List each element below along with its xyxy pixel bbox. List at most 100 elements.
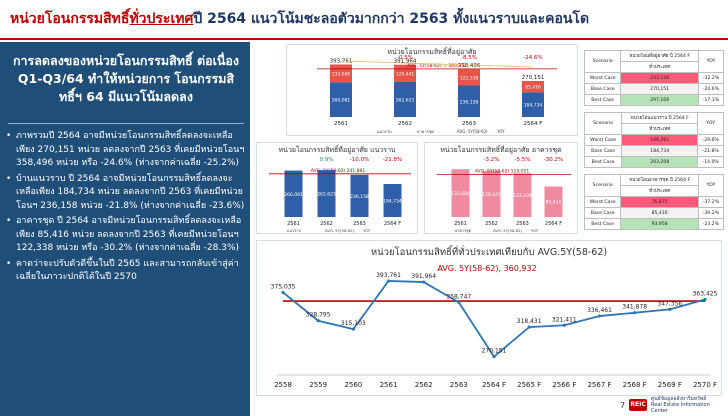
case-name: Best Case (583, 156, 623, 168)
table-row: Worst Case 243,136 -32.2% (583, 72, 725, 84)
data-label: 328,795 (306, 312, 331, 319)
case-yoy: -17.1% (697, 94, 725, 106)
x-tick-label: 2561 (287, 221, 300, 227)
case-value: 85,416 (620, 207, 699, 219)
trend-point (281, 290, 285, 295)
trend-line (282, 280, 706, 359)
case-value: 184,734 (621, 145, 699, 157)
trend-point (597, 314, 602, 318)
trend-point (386, 279, 391, 283)
total-label: 391,964 (394, 59, 417, 65)
trend-point (422, 280, 426, 284)
trend-point (316, 319, 320, 323)
case-name: Base Case (583, 145, 623, 157)
bullet-item: อาคารชุด ปี 2564 อาจมีหน่วยโอนกรรมสิทธิ์… (6, 215, 246, 256)
case-name: Worst Case (583, 72, 622, 84)
table-row: Worst Case 76,875 -37.2% (583, 196, 725, 208)
bar (317, 170, 336, 217)
trend-point (703, 297, 707, 302)
left-headline: การลดลงของหน่วยโอนกรรมสิทธิ์ ต่อเนื่อง Q… (8, 48, 244, 124)
table-header: หน่วยโอนที่อยู่อาศัย ปี 2564 F (620, 50, 699, 62)
x-tick-label: 2562 (320, 221, 333, 227)
chart-title: หน่วยโอนกรรมสิทธิ์ที่อยู่อาศัย อาคารชุด (440, 146, 562, 154)
trend-point (351, 327, 355, 331)
data-label: 341,878 (622, 304, 647, 311)
bullet-item: ภาพรวมปี 2564 อาจมีหน่วยโอนกรรมสิทธิ์ลดล… (6, 130, 246, 171)
bar-condo (458, 69, 480, 86)
case-yoy: -37.2% (697, 196, 725, 208)
reic-logo: REIC (629, 399, 648, 411)
data-label: 393,761 (376, 272, 401, 279)
x-tick-label: 2560 (344, 381, 362, 389)
case-name: Base Case (583, 83, 622, 95)
data-label: 122,338 (513, 193, 532, 199)
scenario-header: Scenario (583, 112, 623, 135)
case-value: 166,261 (621, 134, 699, 146)
scenario-table: Scenario หน่วยโอนอาคารชุด ปี 2564 F YOY ทั่… (583, 174, 725, 230)
x-tick-label: 2563 (353, 221, 366, 227)
x-tick-label: 2561 (454, 221, 467, 227)
x-tick-label: 2562 (398, 121, 412, 127)
table-header: หน่วยโอนแนวราบ ปี 2564 F (621, 112, 699, 124)
case-value: 270,151 (620, 83, 699, 95)
data-label: 184,734 (383, 199, 402, 205)
data-label: 315,103 (341, 320, 366, 327)
case-name: Best Case (583, 94, 622, 106)
bar-lowrise (394, 81, 416, 117)
yoy-label: -5.5% (515, 157, 531, 163)
data-label: 318,431 (517, 318, 542, 325)
case-value: 297,166 (620, 94, 699, 106)
legend-entry: YOY (531, 228, 539, 233)
legend-entry: อาคารชุด (455, 228, 472, 234)
chart-trend: หน่วยโอนกรรมสิทธิ์ที่ทั่วประเทศเทียบกับ … (256, 240, 722, 396)
total-label: 270,151 (522, 75, 545, 81)
scenario-table: Scenario หน่วยโอนแนวราบ ปี 2564 F YOY ทั่วป… (583, 112, 724, 168)
data-label: 85,416 (546, 200, 562, 206)
x-tick-label: 2570 F (693, 381, 717, 389)
trend-point (527, 325, 531, 329)
case-value: 243,136 (620, 72, 699, 84)
case-yoy: -32.2% (697, 72, 725, 84)
data-label: 270,151 (482, 348, 507, 355)
yoy-header: YOY (697, 50, 725, 73)
data-label: 129,441 (396, 71, 415, 77)
legend-entry: AVG. 5Y(58-62) (457, 129, 488, 134)
case-value: 93,958 (620, 218, 699, 230)
x-tick-label: 2565 F (517, 381, 541, 389)
scenario-header: Scenario (583, 50, 622, 73)
bar (383, 184, 402, 217)
x-tick-label: 2564 F (384, 221, 401, 227)
data-label: 262,623 (317, 192, 336, 198)
chart-title: หน่วยโอนกรรมสิทธิ์ที่อยู่อาศัย แนวราบ (278, 146, 396, 154)
data-label: 336,461 (587, 307, 612, 314)
bar-lowrise (330, 82, 352, 117)
case-value: 203,208 (621, 156, 699, 168)
x-tick-label: 2564 F (524, 121, 543, 127)
x-tick-label: 2563 (462, 121, 476, 127)
table-row: Best Case 297,166 -17.1% (583, 94, 725, 106)
yoy-line (340, 60, 534, 68)
bar-condo (522, 80, 544, 93)
table-row: Base Case 184,734 -21.8% (583, 145, 724, 157)
chart-title: หน่วยโอนกรรมสิทธิ์ที่ทั่วประเทศเทียบกับ … (370, 247, 608, 258)
x-tick-label: 2564 F (545, 221, 562, 227)
data-label: 375,035 (271, 283, 296, 290)
x-tick-label: 2569 F (658, 381, 682, 389)
legend-entry: YOY (363, 228, 371, 233)
bar (544, 186, 563, 217)
x-tick-label: 2559 (309, 381, 327, 389)
total-label: 358,496 (458, 63, 481, 69)
case-name: Base Case (583, 207, 622, 219)
table-row: Worst Case 166,261 -29.6% (583, 134, 724, 146)
org-name: ศูนย์ข้อมูลอสังหาริมทรัพย์ Real Estate I… (651, 396, 728, 414)
scenario-table: Scenario หน่วยโอนที่อยู่อาศัย ปี 2564 F YO… (583, 50, 725, 106)
x-tick-label: 2566 F (552, 381, 576, 389)
x-tick-label: 2564 F (482, 381, 506, 389)
x-tick-label: 2568 F (623, 381, 647, 389)
x-tick-label: 2567 F (587, 381, 611, 389)
chart-condo-svg: 133,680 2561 129,441 2562 -3.2% 122,338 2563 -5… (437, 157, 571, 234)
data-label: 133,680 (332, 71, 351, 77)
chart-lowrise: หน่วยโอนกรรมสิทธิ์ที่อยู่อาศัย แนวราบ 26… (256, 142, 418, 234)
case-name: Worst Case (583, 134, 623, 146)
